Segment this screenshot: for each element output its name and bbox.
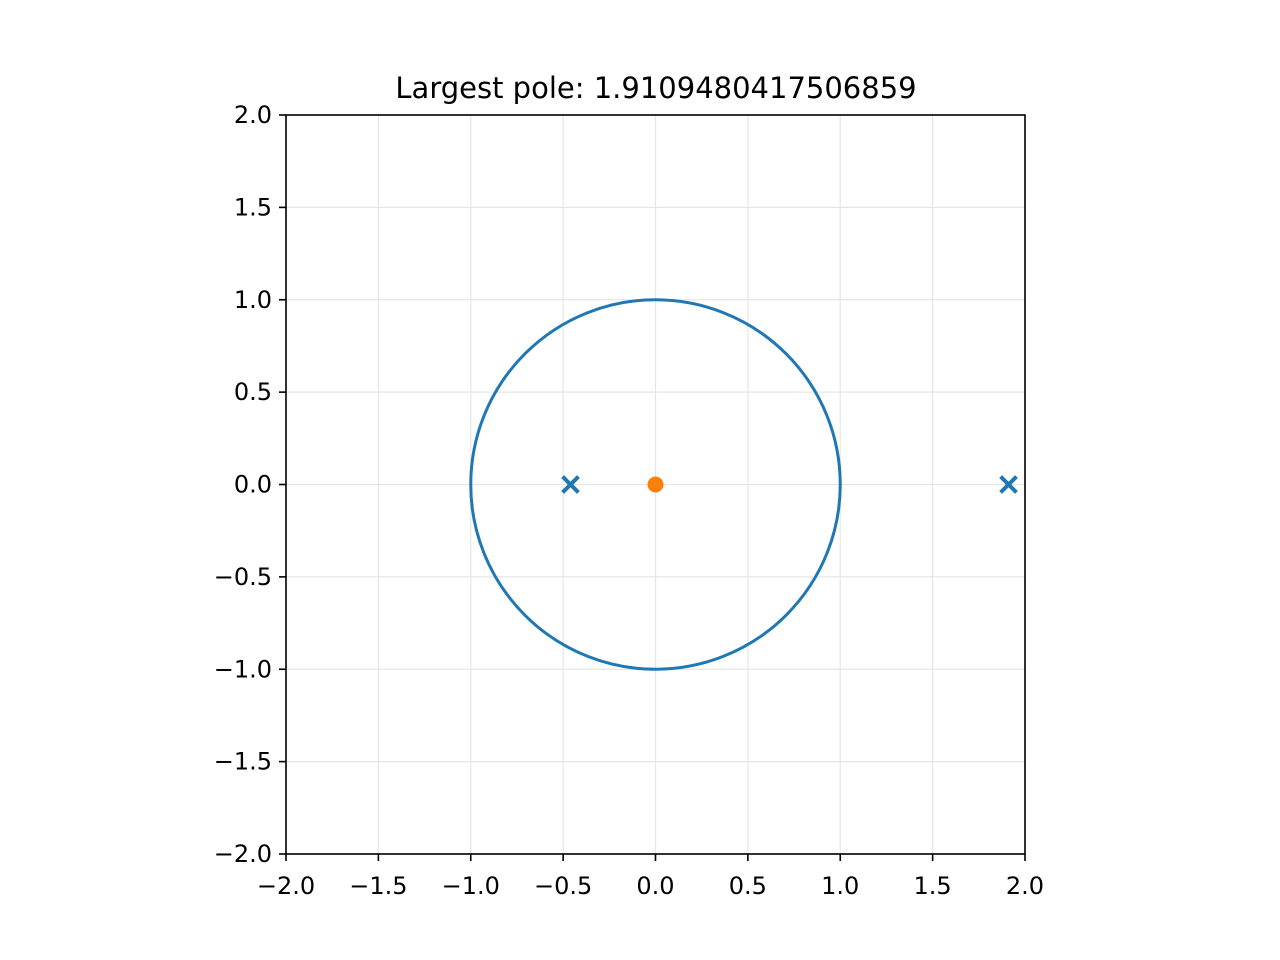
pole-marker-stroke — [999, 475, 1018, 494]
y-tick-label: −1.0 — [214, 655, 272, 683]
unit-circle — [469, 298, 842, 671]
y-tick-label: −2.0 — [214, 840, 272, 868]
x-tick-label: −1.5 — [349, 872, 407, 900]
x-tick-label: 0.5 — [729, 872, 767, 900]
plot-data — [469, 298, 1018, 671]
pole-marker — [561, 475, 580, 494]
x-axis: −2.0 −1.5 −1.0 −0.5 0.0 0.5 1.0 1.5 2.0 — [257, 854, 1044, 900]
x-tick-label: 1.0 — [821, 872, 859, 900]
x-tick-label: −0.5 — [534, 872, 592, 900]
y-tick-label: 0.5 — [234, 378, 272, 406]
y-tick-label: −1.5 — [214, 748, 272, 776]
y-tick-label: −0.5 — [214, 563, 272, 591]
y-tick-label: 1.0 — [234, 286, 272, 314]
pole-marker — [999, 475, 1018, 494]
x-tick-label: 1.5 — [914, 872, 952, 900]
chart-title: Largest pole: 1.9109480417506859 — [395, 71, 916, 105]
x-tick-label: −1.0 — [442, 872, 500, 900]
y-tick-label: 1.5 — [234, 193, 272, 221]
x-tick-label: −2.0 — [257, 872, 315, 900]
x-tick-label: 2.0 — [1006, 872, 1044, 900]
y-tick-label: 0.0 — [234, 471, 272, 499]
y-axis: 2.0 1.5 1.0 0.5 0.0 −0.5 −1.0 −1.5 −2.0 — [214, 101, 286, 868]
y-tick-label: 2.0 — [234, 101, 272, 129]
pole-marker-stroke — [561, 475, 580, 494]
x-tick-label: 0.0 — [636, 872, 674, 900]
zero-marker — [647, 476, 664, 493]
